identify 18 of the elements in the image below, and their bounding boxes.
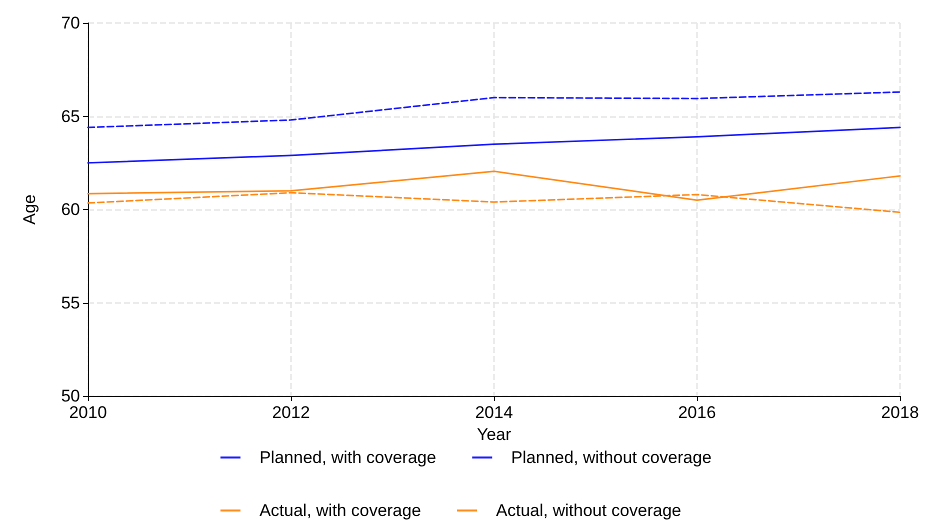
y-tick-label: 50 (61, 386, 80, 406)
y-tick-label: 65 (61, 106, 80, 126)
x-tick-label: 2018 (881, 403, 919, 422)
y-tick-label: 60 (61, 200, 80, 219)
x-tick-label: 2014 (475, 403, 513, 422)
x-tick-label: 2012 (272, 403, 310, 422)
legend-label: Actual, with coverage (259, 501, 422, 520)
y-tick-label: 55 (61, 293, 80, 312)
y-axis-title: Age (20, 194, 39, 225)
y-tick-label: 70 (61, 14, 80, 32)
legend-label: Actual, without coverage (496, 501, 682, 520)
x-axis-title: Year (476, 425, 512, 444)
legend-label: Planned, with coverage (259, 448, 436, 467)
legend-label: Planned, without coverage (511, 448, 712, 467)
x-tick-label: 2016 (678, 403, 716, 422)
line-series (87, 91, 901, 128)
line-series (87, 126, 901, 164)
x-tick-label: 2010 (69, 403, 107, 422)
